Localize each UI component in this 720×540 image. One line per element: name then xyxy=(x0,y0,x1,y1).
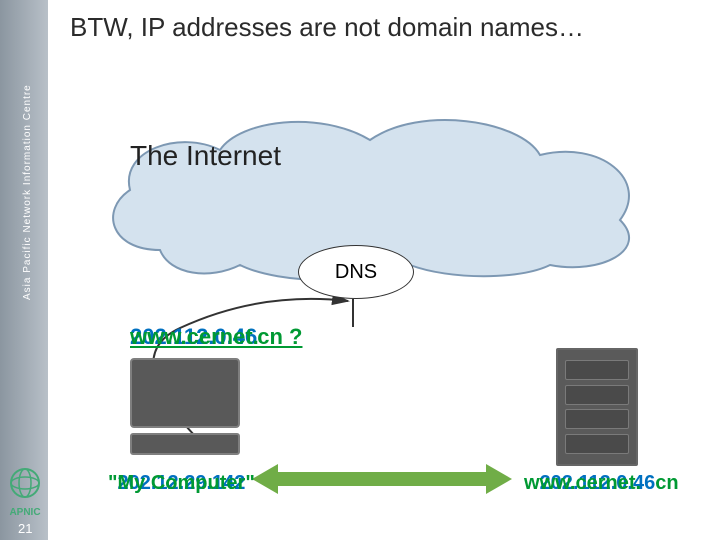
sidebar-vertical-text: Asia Pacific Network Information Centre xyxy=(22,84,33,300)
sidebar-strip: Asia Pacific Network Information Centre … xyxy=(0,0,48,540)
server-label: w202.112.0.46ww.cernet.cn xyxy=(524,472,679,495)
server-unit xyxy=(565,434,629,454)
monitor-icon xyxy=(130,358,240,458)
dns-node: DNS xyxy=(298,245,414,299)
slide-number: 21 xyxy=(18,521,32,536)
client-name: My Computer xyxy=(117,472,245,495)
server-domain: ww.cernet. xyxy=(540,472,642,495)
dns-label: DNS xyxy=(335,261,377,284)
server-rack-icon xyxy=(556,348,638,466)
apnic-logo: APNIC xyxy=(6,467,44,522)
cloud-label: The Internet xyxy=(130,140,281,172)
client-label: "202.12.29.142My Computer" xyxy=(108,472,255,495)
page-title: BTW, IP addresses are not domain names… xyxy=(70,12,584,43)
dns-connector xyxy=(352,299,354,327)
server-prefix: w xyxy=(524,472,540,494)
server-unit xyxy=(565,360,629,380)
query-text: 202.112.0.46 www.cernet. cn ? xyxy=(130,324,302,350)
query-domain-overlay: www.cernet. xyxy=(130,324,259,350)
client-quote-close: " xyxy=(245,472,254,494)
arrow-bidirectional xyxy=(252,462,512,496)
server-suffix: cn xyxy=(655,472,678,494)
svg-text:APNIC: APNIC xyxy=(9,507,40,518)
query-suffix: cn ? xyxy=(257,324,302,349)
server-unit xyxy=(565,409,629,429)
server-unit xyxy=(565,385,629,405)
